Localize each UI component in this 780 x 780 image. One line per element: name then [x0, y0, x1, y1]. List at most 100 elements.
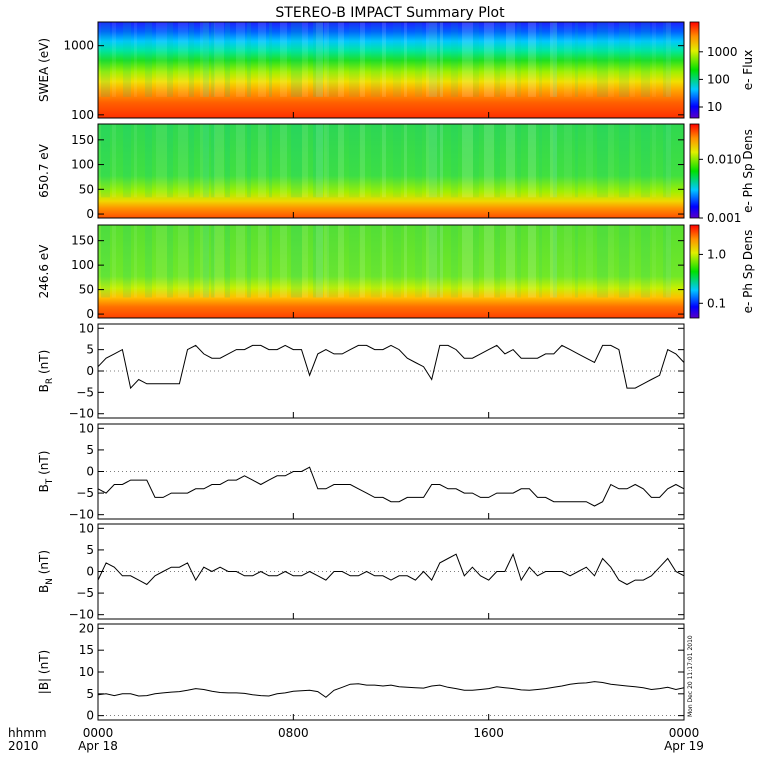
- heatmap-texture: [404, 22, 407, 97]
- time-tick-label: 0000: [669, 726, 700, 740]
- heatmap-texture: [145, 225, 152, 298]
- heatmap-texture: [200, 124, 209, 198]
- heatmap-texture: [382, 22, 386, 97]
- heatmap-1: [98, 22, 684, 118]
- heatmap-texture: [652, 124, 656, 198]
- heatmap-texture: [506, 225, 515, 298]
- heatmap-texture: [211, 22, 215, 97]
- heatmap-texture: [189, 124, 194, 198]
- heatmap-texture: [630, 124, 635, 198]
- heatmap-texture: [178, 22, 188, 97]
- heatmap-texture: [462, 225, 473, 298]
- heatmap-texture: [101, 22, 110, 97]
- heatmap-texture: [429, 225, 437, 298]
- heatmap-texture: [462, 124, 473, 198]
- heatmap-texture: [225, 124, 230, 198]
- heatmap-texture: [586, 225, 593, 298]
- heatmap-texture: [506, 22, 515, 97]
- heatmap-texture: [269, 225, 272, 298]
- heatmap-texture: [112, 22, 116, 97]
- heatmap-texture: [619, 124, 629, 198]
- heatmap-texture: [134, 124, 137, 198]
- heatmap-texture: [641, 124, 650, 198]
- heatmap-texture: [437, 124, 443, 198]
- heatmap-texture: [258, 225, 266, 298]
- heatmap-texture: [134, 225, 137, 298]
- y-tick-label: 10: [79, 321, 94, 335]
- y-tick-label: −10: [69, 407, 94, 421]
- heatmap-2: [98, 124, 684, 218]
- colorbar-label: e- Ph Sp Dens: [741, 230, 755, 314]
- heatmap-texture: [440, 225, 443, 298]
- heatmap-texture: [247, 225, 251, 298]
- y-tick-label: 10: [79, 421, 94, 435]
- heatmap-texture: [203, 124, 209, 198]
- heatmap-texture: [167, 124, 173, 198]
- heatmap-texture: [360, 124, 365, 198]
- heatmap-texture: [200, 225, 209, 298]
- y-tick-label: 0: [86, 307, 94, 321]
- heatmap-texture: [280, 225, 287, 298]
- heatmap-texture: [371, 225, 380, 298]
- heatmap-texture: [178, 225, 188, 298]
- heatmap-texture: [484, 22, 494, 97]
- heatmap-texture: [203, 225, 209, 298]
- y-axis-label: SWEA (eV): [37, 38, 51, 102]
- heatmap-texture: [316, 22, 323, 97]
- heatmap-texture: [528, 22, 536, 97]
- heatmap-texture: [101, 225, 110, 298]
- heatmap-texture: [484, 225, 494, 298]
- heatmap-texture: [495, 22, 500, 97]
- time-tick-label: 1600: [473, 726, 504, 740]
- heatmap-texture: [349, 22, 359, 97]
- heatmap-texture: [564, 124, 572, 198]
- heatmap-texture: [586, 22, 593, 97]
- heatmap-texture: [597, 124, 608, 198]
- heatmap-texture: [316, 225, 323, 298]
- heatmap-texture: [393, 124, 401, 198]
- y-tick-label: −5: [76, 586, 94, 600]
- heatmap-texture: [528, 225, 536, 298]
- heatmap-texture: [426, 22, 437, 97]
- panel-frame: [97, 224, 685, 319]
- heatmap-texture: [225, 225, 230, 298]
- heatmap-texture: [316, 124, 323, 198]
- heatmap-texture: [134, 22, 137, 97]
- heatmap-texture: [371, 22, 380, 97]
- y-tick-label: 0: [86, 565, 94, 579]
- heatmap-texture: [586, 124, 593, 198]
- heatmap-texture: [189, 225, 194, 298]
- heatmap-texture: [437, 225, 443, 298]
- heatmap-texture: [666, 22, 671, 97]
- panel-2: 0.001 0.010 e- Ph Sp Dens 0 50 100 150 650.7 eV: [37, 123, 755, 225]
- heatmap-texture: [338, 225, 344, 298]
- heatmap-texture: [247, 22, 251, 97]
- heatmap-texture: [280, 124, 287, 198]
- panel-3: 0.1 1.0 e- Ph Sp Dens 0 50 100 150 246.6 eV: [37, 224, 755, 321]
- heatmap-texture: [473, 225, 479, 298]
- heatmap-texture: [564, 22, 572, 97]
- heatmap-texture: [393, 225, 401, 298]
- y-axis-label: |B| (nT): [37, 650, 51, 694]
- heatmap-texture: [313, 124, 323, 198]
- heatmap-texture: [404, 124, 407, 198]
- heatmap-texture: [313, 225, 323, 298]
- heatmap-texture: [101, 124, 110, 198]
- panel-6: −10 −5 0 5 10 BN (nT): [37, 521, 685, 622]
- heatmap-texture: [663, 124, 671, 198]
- y-tick-label: 0: [86, 465, 94, 479]
- heatmap-texture: [167, 22, 173, 97]
- panel-frame: [97, 21, 685, 119]
- heatmap-texture: [666, 124, 671, 198]
- heatmap-texture: [517, 124, 521, 198]
- y-tick-label: 100: [71, 258, 94, 272]
- heatmap-texture: [313, 22, 323, 97]
- heatmap-texture: [349, 124, 359, 198]
- y-tick-label: 5: [86, 343, 94, 357]
- heatmap-texture: [528, 124, 536, 198]
- heatmap-texture: [451, 225, 458, 298]
- y-tick-label: 0: [86, 207, 94, 221]
- heatmap-texture: [211, 124, 215, 198]
- heatmap-texture: [437, 22, 443, 97]
